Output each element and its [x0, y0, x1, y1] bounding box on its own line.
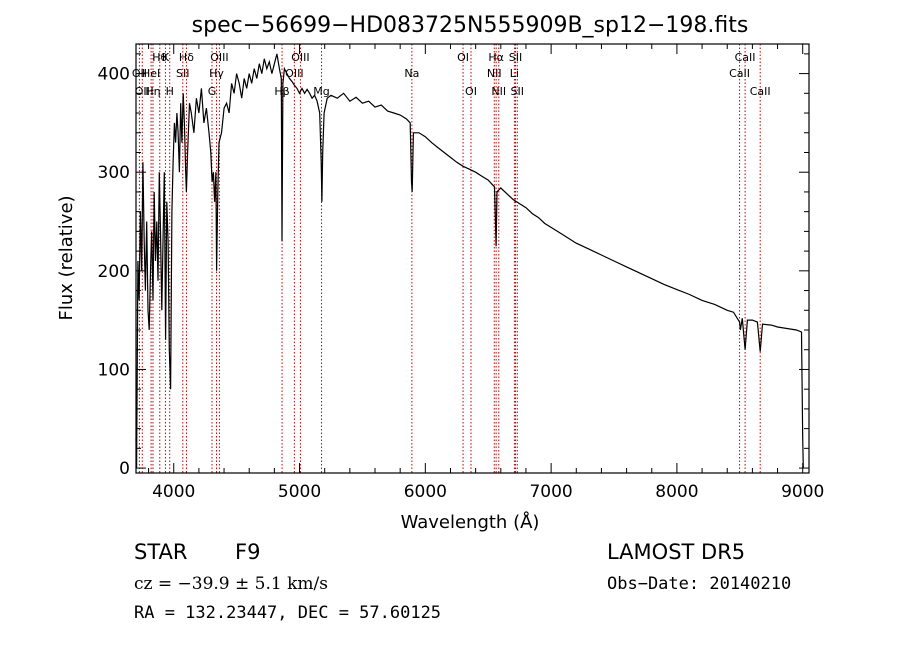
x-tick-label-3: 7000: [529, 482, 572, 502]
y-tick-label-2: 200: [98, 262, 130, 282]
object-class: STAR: [134, 540, 188, 564]
y-axis-ticks: 0 100 200 300 400: [98, 53, 809, 479]
line-marker-label-23: SII: [509, 51, 522, 64]
x-axis-label: Wavelength (Å): [401, 511, 540, 533]
line-marker-label-5: K: [162, 51, 170, 64]
x-tick-label-5: 9000: [781, 482, 824, 502]
line-marker-label-20: Hα: [488, 51, 504, 64]
line-marker-label-27: CaII: [750, 85, 771, 98]
line-marker-label-14: OIII: [291, 51, 309, 64]
line-marker-label-7: SII: [176, 67, 189, 80]
line-marker-label-9: G: [208, 85, 217, 98]
line-marker-label-12: Hβ: [274, 85, 289, 98]
coordinates: RA = 132.23447, DEC = 57.60125: [134, 603, 442, 623]
x-tick-label-2: 6000: [404, 482, 447, 502]
line-marker-label-4: Hθ: [152, 51, 167, 64]
x-tick-label-4: 8000: [655, 482, 698, 502]
spectral-line-markers: [138, 44, 761, 473]
line-marker-label-19: NII: [487, 67, 502, 80]
y-tick-label-1: 100: [98, 360, 130, 380]
y-tick-label-0: 0: [119, 459, 130, 479]
line-marker-label-26: CaII: [735, 51, 756, 64]
x-tick-label-0: 4000: [152, 482, 195, 502]
y-tick-label-4: 400: [98, 65, 130, 85]
line-marker-label-1: OII: [135, 85, 150, 98]
observation-date: Obs−Date: 20140210: [607, 574, 792, 594]
spectral-subclass: F9: [235, 540, 261, 564]
x-axis-ticks: 4000 5000 6000 7000 8000 9000: [148, 44, 824, 502]
line-marker-label-2: HeI: [142, 67, 160, 80]
line-marker-label-22: Li: [510, 67, 519, 80]
chart-title: spec−56699−HD083725N555909B_sp12−198.fit…: [192, 13, 749, 38]
line-marker-label-6: H: [166, 85, 174, 98]
line-marker-label-21: NII: [491, 85, 506, 98]
line-marker-label-15: Mg: [313, 85, 329, 98]
line-marker-label-8: Hδ: [179, 51, 194, 64]
line-marker-label-24: SII: [511, 85, 524, 98]
line-marker-label-16: Na: [404, 67, 419, 80]
spectrum-line: [135, 53, 804, 469]
line-marker-label-3: Hη: [145, 85, 160, 98]
survey-label: LAMOST DR5: [607, 540, 746, 564]
x-tick-label-1: 5000: [278, 482, 321, 502]
y-tick-label-3: 300: [98, 163, 130, 183]
y-axis-label: Flux (relative): [56, 195, 77, 320]
spectral-line-labels: OIIOIIHeIHηHθKHSIIHδGHγOIIIHβOIIIOIIIMgN…: [132, 51, 771, 98]
line-marker-label-18: OI: [465, 85, 477, 98]
line-marker-label-13: OIII: [285, 67, 303, 80]
line-marker-label-10: Hγ: [209, 67, 224, 80]
redshift-velocity: cz = −39.9 ± 5.1 km/s: [134, 574, 328, 594]
plot-frame: [135, 43, 810, 474]
line-marker-label-25: CaII: [729, 67, 750, 80]
line-marker-label-17: OI: [457, 51, 469, 64]
line-marker-label-11: OIII: [210, 51, 228, 64]
